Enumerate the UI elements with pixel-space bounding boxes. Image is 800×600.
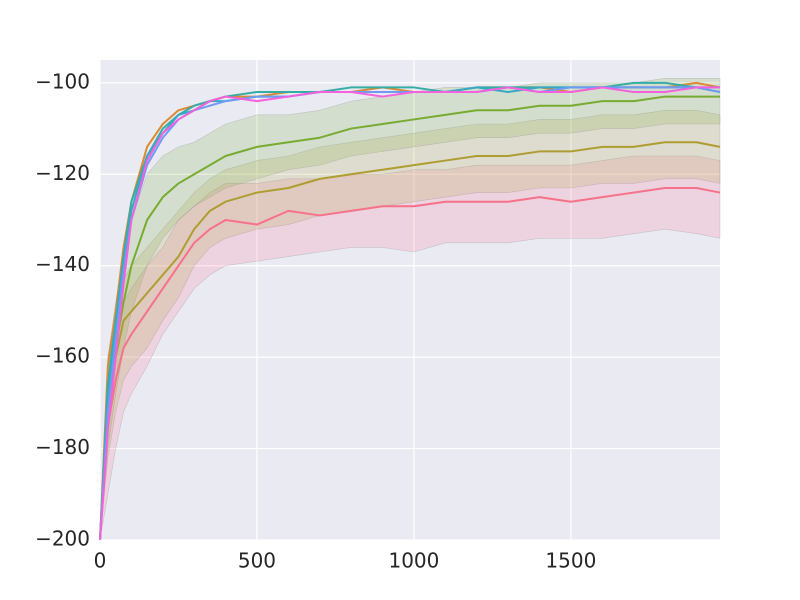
x-tick-label: 1000 — [388, 549, 439, 573]
x-tick-label: 1500 — [545, 549, 596, 573]
series-line — [99, 95, 720, 541]
y-tick-label: −200 — [35, 527, 90, 551]
confidence-band — [99, 77, 721, 541]
y-tick-label: −160 — [35, 344, 90, 368]
series-line — [99, 86, 720, 541]
y-tick-label: −180 — [35, 435, 90, 459]
x-tick-label: 0 — [94, 549, 107, 573]
y-tick-label: −100 — [35, 69, 90, 93]
confidence-band — [99, 109, 721, 541]
y-tick-label: −140 — [35, 252, 90, 276]
x-tick-label: 500 — [238, 549, 276, 573]
confidence-band — [99, 155, 721, 541]
y-tick-label: −120 — [35, 161, 90, 185]
plot-area — [100, 60, 720, 540]
series-line — [99, 187, 721, 541]
series-line — [99, 141, 721, 541]
